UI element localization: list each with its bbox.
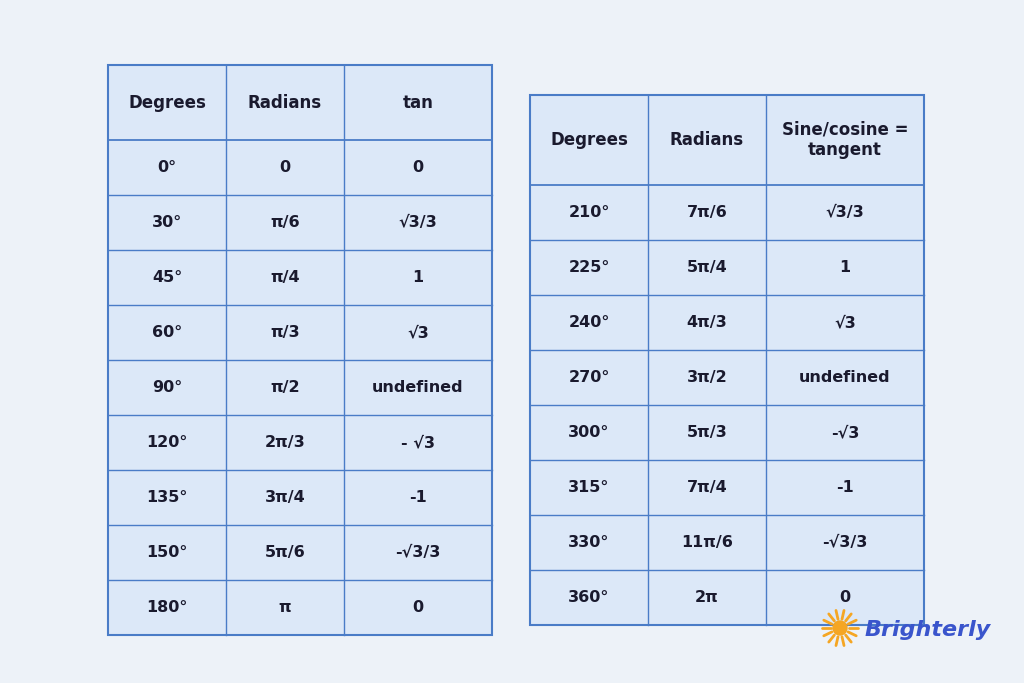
Text: Radians: Radians xyxy=(248,94,323,111)
Text: 7π/4: 7π/4 xyxy=(687,480,727,495)
FancyBboxPatch shape xyxy=(108,65,492,635)
Text: 2π: 2π xyxy=(695,590,719,605)
Text: 3π/2: 3π/2 xyxy=(687,370,727,385)
Text: 1: 1 xyxy=(840,260,851,275)
Text: -1: -1 xyxy=(837,480,854,495)
Text: 0: 0 xyxy=(840,590,851,605)
Text: Brighterly: Brighterly xyxy=(865,620,991,640)
Text: 240°: 240° xyxy=(568,315,609,330)
Text: 30°: 30° xyxy=(152,215,182,230)
Text: 300°: 300° xyxy=(568,425,609,440)
Text: √3: √3 xyxy=(408,325,429,340)
Text: √3/3: √3/3 xyxy=(825,205,864,220)
Text: π/3: π/3 xyxy=(270,325,300,340)
FancyBboxPatch shape xyxy=(530,95,924,625)
Text: 90°: 90° xyxy=(152,380,182,395)
Circle shape xyxy=(833,621,847,635)
Text: -1: -1 xyxy=(410,490,427,505)
Text: 0°: 0° xyxy=(158,160,176,175)
Text: 150°: 150° xyxy=(146,545,187,560)
Text: 330°: 330° xyxy=(568,535,609,550)
Text: 120°: 120° xyxy=(146,435,187,450)
Text: 7π/6: 7π/6 xyxy=(687,205,727,220)
Text: -√3/3: -√3/3 xyxy=(395,545,440,560)
Text: 210°: 210° xyxy=(568,205,609,220)
Text: 45°: 45° xyxy=(152,270,182,285)
Text: π/6: π/6 xyxy=(270,215,300,230)
Text: 5π/6: 5π/6 xyxy=(264,545,305,560)
Text: undefined: undefined xyxy=(799,370,891,385)
Text: 3π/4: 3π/4 xyxy=(264,490,305,505)
Text: - √3: - √3 xyxy=(401,435,435,450)
Text: 0: 0 xyxy=(280,160,291,175)
Text: π/4: π/4 xyxy=(270,270,300,285)
Text: 180°: 180° xyxy=(146,600,187,615)
Text: tan: tan xyxy=(402,94,433,111)
Text: 0: 0 xyxy=(413,600,424,615)
Text: Radians: Radians xyxy=(670,131,744,149)
Text: 360°: 360° xyxy=(568,590,609,605)
Text: 5π/3: 5π/3 xyxy=(687,425,727,440)
Text: 225°: 225° xyxy=(568,260,609,275)
Text: 1: 1 xyxy=(413,270,424,285)
Text: 11π/6: 11π/6 xyxy=(681,535,733,550)
Text: √3: √3 xyxy=(835,315,856,330)
Text: -√3/3: -√3/3 xyxy=(822,535,867,550)
Text: 0: 0 xyxy=(413,160,424,175)
Text: 4π/3: 4π/3 xyxy=(687,315,727,330)
Text: √3/3: √3/3 xyxy=(398,215,437,230)
Text: π/2: π/2 xyxy=(270,380,300,395)
Text: 2π/3: 2π/3 xyxy=(264,435,305,450)
Text: 60°: 60° xyxy=(152,325,182,340)
Text: 5π/4: 5π/4 xyxy=(687,260,727,275)
Text: undefined: undefined xyxy=(372,380,464,395)
Text: π: π xyxy=(279,600,291,615)
Text: Degrees: Degrees xyxy=(550,131,628,149)
Text: Sine/cosine =
tangent: Sine/cosine = tangent xyxy=(781,121,908,159)
Text: -√3: -√3 xyxy=(830,425,859,440)
Text: Degrees: Degrees xyxy=(128,94,206,111)
Text: 315°: 315° xyxy=(568,480,609,495)
Text: 135°: 135° xyxy=(146,490,187,505)
Text: 270°: 270° xyxy=(568,370,609,385)
